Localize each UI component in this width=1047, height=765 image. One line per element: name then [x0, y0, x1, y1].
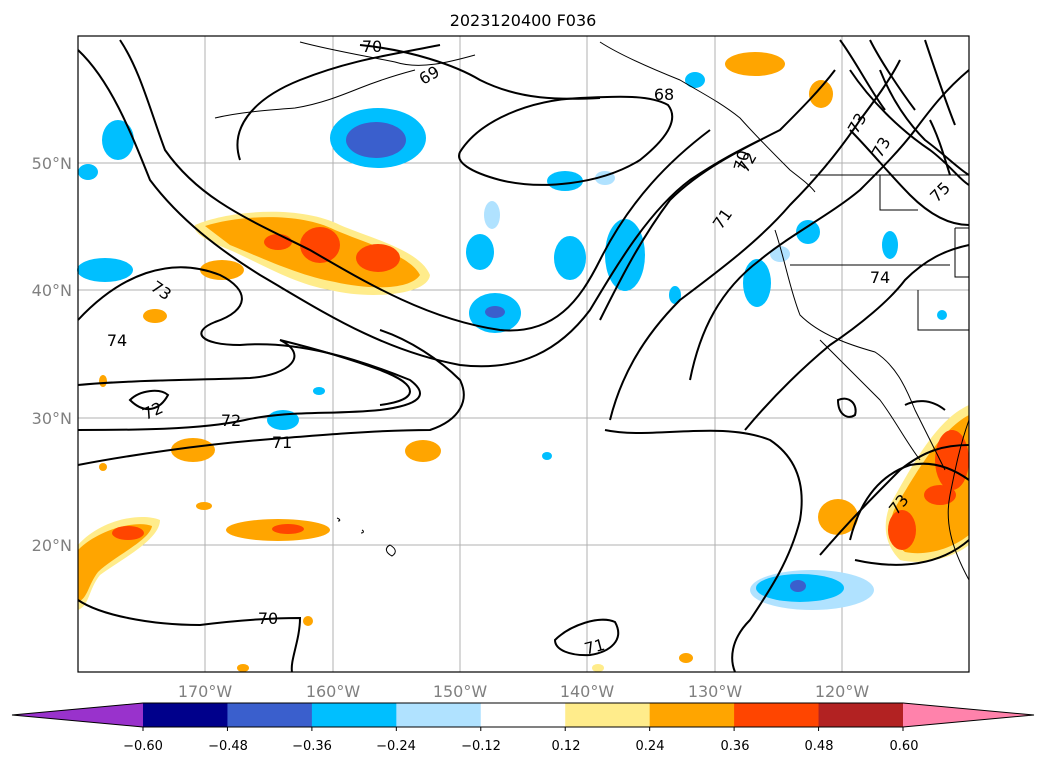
map-border: [77, 35, 970, 673]
contour-label-70b: 70: [730, 148, 754, 173]
contour-label-71c: 71: [582, 635, 607, 659]
colorbar-segment: [480, 703, 566, 727]
map-title: 2023120400 F036: [450, 11, 597, 30]
contour-label-71b: 71: [272, 433, 292, 452]
colorbar-tick-label: 0.48: [805, 739, 834, 754]
contour-label-74b: 74: [870, 268, 890, 287]
map-area: 70 69 68 71 72 73 74 72 73 74 71 72 73 7…: [77, 35, 970, 673]
colorbar: [11, 702, 1035, 731]
colorbar-extend-high: [903, 703, 1034, 727]
colorbar-tick-label: 0.24: [636, 739, 665, 754]
colorbar-tick-label: 0.60: [890, 739, 919, 754]
lon-label-160w: 160°W: [306, 682, 361, 701]
colorbar-segment: [649, 703, 735, 727]
colorbar-segment: [734, 703, 820, 727]
lon-label-140w: 140°W: [560, 682, 615, 701]
colorbar-tick-label: −0.12: [461, 739, 501, 754]
colorbar-segment: [818, 703, 904, 727]
lat-label-20n: 20°N: [32, 536, 72, 555]
lat-label-50n: 50°N: [32, 154, 72, 173]
longitude-labels: 170°W 160°W 150°W 140°W 130°W 120°W: [178, 682, 870, 701]
contour-label-72: 72: [221, 411, 241, 430]
colorbar-tick-label: 0.12: [552, 739, 581, 754]
colorbar-extend-low: [12, 703, 143, 727]
colorbar-tick-label: −0.36: [292, 739, 332, 754]
colorbar-segment: [311, 703, 397, 727]
lat-label-30n: 30°N: [32, 409, 72, 428]
colorbar-tick-labels: −0.60 −0.48 −0.36 −0.24 −0.12 0.12 0.24 …: [123, 739, 918, 754]
lon-label-170w: 170°W: [178, 682, 233, 701]
colorbar-tick-label: −0.48: [208, 739, 248, 754]
negative-anomaly-shading: [77, 72, 947, 610]
contour-label-74: 74: [107, 331, 127, 350]
colorbar-segment: [143, 703, 228, 727]
latitude-labels: 50°N 40°N 30°N 20°N: [32, 154, 72, 555]
colorbar-segment: [396, 703, 482, 727]
lon-label-150w: 150°W: [433, 682, 488, 701]
lat-label-40n: 40°N: [32, 281, 72, 300]
colorbar-tick-label: −0.60: [123, 739, 163, 754]
colorbar-segment: [565, 703, 651, 727]
colorbar-tick-label: 0.36: [721, 739, 750, 754]
colorbar-segment: [227, 703, 313, 727]
lon-label-130w: 130°W: [688, 682, 743, 701]
height-contours: [77, 39, 970, 673]
colorbar-tick-label: −0.24: [376, 739, 416, 754]
contour-label-68: 68: [654, 85, 674, 104]
lon-label-120w: 120°W: [815, 682, 870, 701]
contour-label-70: 70: [362, 37, 382, 56]
contour-label-70c: 70: [258, 609, 278, 628]
